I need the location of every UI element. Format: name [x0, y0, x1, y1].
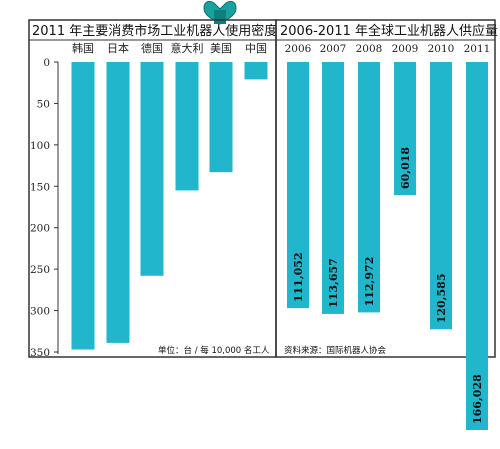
density-bar: [209, 62, 233, 173]
density-category-labels: 韩国 日本 德国 意大利 美国 中国: [72, 41, 267, 55]
density-y-tick-label: 350: [30, 347, 50, 359]
density-category-label: 中国: [245, 42, 267, 55]
density-bar: [244, 62, 268, 80]
supply-chart-frame: [275, 19, 496, 358]
supply-chart-panel: 2006-2011 年全球工业机器人供应量 2006 2007 2008 2009 20…: [275, 19, 498, 430]
supply-value-label: 113,657: [327, 258, 340, 308]
supply-value-label: 166,028: [471, 374, 484, 424]
density-bar: [175, 62, 199, 191]
supply-category-label: 2011: [464, 43, 491, 55]
density-chart-title: 2011 年主要消费市场工业机器人使用密度: [32, 23, 277, 39]
supply-category-labels: 2006 2007 2008 2009 2010 2011: [285, 43, 491, 55]
density-y-tick-label: 200: [30, 223, 50, 235]
supply-bar: [287, 62, 309, 309]
supply-chart-title: 2006-2011 年全球工业机器人供应量: [280, 23, 498, 39]
supply-category-label: 2008: [356, 43, 383, 55]
density-bars: [71, 62, 268, 350]
density-y-tick-label: 0: [43, 57, 50, 69]
density-y-tick-label: 300: [30, 306, 50, 318]
density-category-label: 韩国: [72, 41, 94, 55]
supply-value-label: 120,585: [435, 274, 448, 324]
density-bar: [140, 62, 164, 276]
supply-category-label: 2009: [392, 43, 419, 55]
supply-value-label: 60,018: [399, 147, 412, 189]
supply-bar: [358, 62, 380, 313]
density-y-tick-label: 250: [30, 264, 50, 276]
density-y-axis: 0 50 100 150 200 250 300 350: [30, 57, 59, 359]
density-y-tick-label: 100: [30, 140, 50, 152]
supply-category-label: 2010: [428, 43, 455, 55]
supply-bar: [430, 62, 452, 330]
supply-category-label: 2007: [320, 43, 347, 55]
supply-bar: [466, 62, 488, 430]
density-category-label: 日本: [107, 41, 129, 55]
density-category-label: 美国: [210, 42, 232, 55]
supply-bar: [394, 62, 416, 196]
density-y-tick-label: 50: [37, 98, 50, 110]
supply-value-label: 111,052: [292, 252, 305, 302]
density-unit-note: 单位：台 / 每 10,000 名工人: [158, 345, 270, 356]
supply-bars: 111,052 113,657 112,972 60,018 120,585 166,02…: [287, 62, 488, 430]
density-category-label: 意大利: [171, 41, 204, 55]
supply-category-label: 2006: [285, 43, 312, 55]
density-bar: [71, 62, 95, 350]
density-chart-panel: 2011 年主要消费市场工业机器人使用密度 0 50 100 150 200 250 300…: [28, 19, 277, 359]
supply-value-label: 112,972: [363, 257, 376, 307]
density-category-label: 德国: [141, 41, 163, 55]
density-y-tick-label: 150: [30, 181, 50, 193]
supply-bar: [322, 62, 344, 314]
supply-source-note: 资料来源：国际机器人协会: [284, 345, 387, 356]
density-bar: [106, 62, 130, 343]
